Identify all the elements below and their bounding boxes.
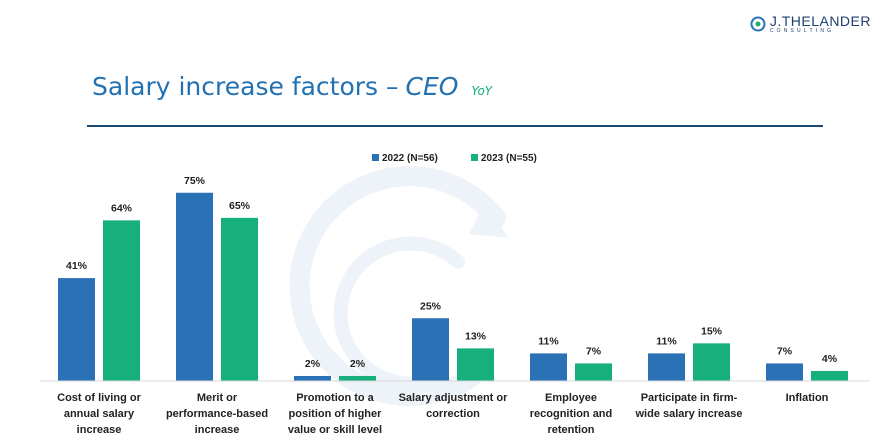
data-label: 25% [420, 300, 442, 312]
bar [648, 353, 685, 381]
legend-swatch [372, 154, 379, 161]
legend-swatch [471, 154, 478, 161]
company-logo: J.THELANDER CONSULTING [750, 14, 871, 34]
logo-subtitle: CONSULTING [769, 28, 835, 34]
bar [766, 363, 803, 381]
category-label: Salary adjustment or correction [399, 392, 509, 420]
category-label: Promotion to a position of higher value or… [288, 392, 382, 436]
data-label: 4% [822, 353, 838, 365]
data-label: 7% [586, 345, 602, 357]
bar [176, 192, 213, 381]
category-labels: Cost of living or annual salary increase Me… [57, 392, 829, 436]
title-divider [87, 125, 823, 127]
page-title: Salary increase factors – CEO YoY [92, 72, 492, 101]
category-label: Employee recognition and retention [530, 392, 613, 436]
category-label: Inflation [786, 392, 829, 404]
category-label: Merit or performance-based increase [166, 392, 268, 436]
data-label: 64% [111, 202, 133, 214]
bar [103, 220, 140, 381]
data-label: 15% [701, 325, 723, 337]
bar-series [58, 192, 848, 381]
value-labels: 41% 64% 75% 65% 2% 2% 25% 13% 11% 7% 11% 15% 7% 4% [66, 175, 838, 370]
data-label: 13% [465, 330, 487, 342]
bar [530, 353, 567, 381]
data-label: 65% [229, 200, 251, 212]
bar [339, 375, 376, 381]
bar [811, 370, 848, 381]
category-label: Participate in firm-wide salary increase [634, 392, 742, 420]
bar [58, 278, 95, 381]
legend-label: 2023 (N=55) [481, 153, 537, 164]
watermark-swirl [289, 166, 508, 407]
data-label: 41% [66, 260, 88, 272]
data-label: 2% [305, 358, 321, 370]
category-label: Cost of living or annual salary increase [57, 392, 141, 436]
data-label: 11% [656, 335, 677, 347]
title-emphasis: CEO [405, 72, 459, 101]
data-label: 7% [777, 345, 793, 357]
data-label: 75% [184, 175, 206, 187]
data-label: 2% [350, 358, 366, 370]
bar [457, 348, 494, 381]
data-label: 11% [538, 335, 559, 347]
title-tag: YoY [471, 84, 493, 98]
swirl-logo-icon [750, 16, 766, 32]
title-main: Salary increase factors – [92, 72, 399, 101]
bar [294, 375, 331, 381]
chart-legend: 2022 (N=56) 2023 (N=55) [372, 153, 537, 164]
logo-name: J.THELANDER [769, 13, 871, 29]
bar [693, 343, 730, 381]
bar [412, 318, 449, 381]
legend-label: 2022 (N=56) [382, 153, 438, 164]
bar [575, 363, 612, 381]
bar [221, 217, 258, 381]
